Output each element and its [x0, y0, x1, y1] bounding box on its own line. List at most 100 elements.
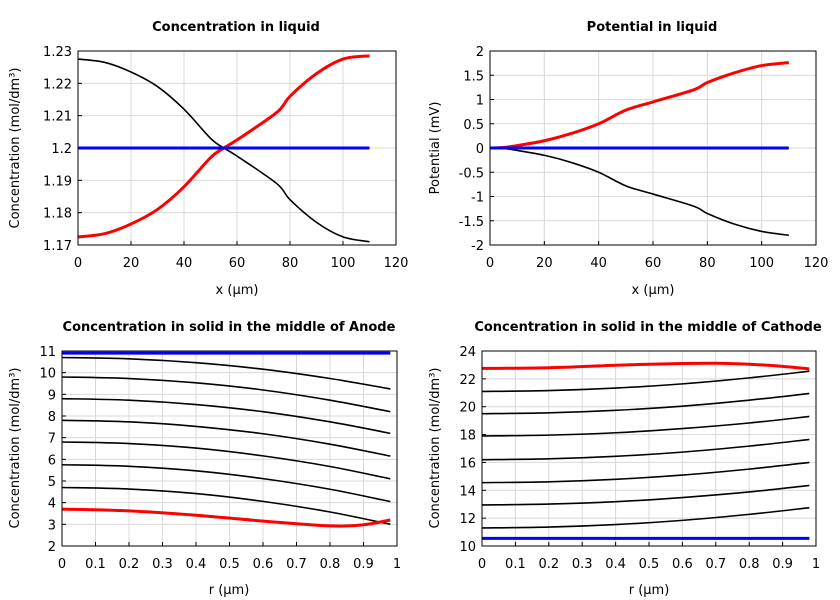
- plot-area: 0 0.1 0.2 0.3 0.4 0.5 0.6 0.7 0.8 0.9 1 2 3 4 5 6 7 8 9 10 1…: [39, 345, 401, 572]
- series-line: [77, 58, 370, 243]
- series-line: [481, 506, 810, 529]
- x-tick-label: 80: [282, 256, 299, 271]
- series-line: [481, 361, 810, 371]
- y-tick-label: 20: [459, 401, 476, 416]
- series-line: [61, 507, 391, 528]
- y-tick-label: 22: [459, 373, 476, 388]
- y-tick-label: 16: [459, 456, 476, 471]
- x-tick-label: 0.2: [119, 557, 140, 572]
- y-tick-label: 6: [48, 453, 56, 468]
- y-tick-label: 2: [476, 45, 484, 60]
- y-tick-label: -2: [471, 239, 484, 254]
- series-line: [61, 397, 391, 435]
- y-tick-label: 4: [48, 497, 56, 512]
- x-tick-label: 0: [478, 557, 486, 572]
- x-tick-label: 0.7: [705, 557, 726, 572]
- plot-frame: [481, 350, 817, 547]
- x-tick-label: 60: [229, 256, 246, 271]
- y-tick-label: 11: [39, 345, 56, 360]
- y-tick-label: 3: [48, 518, 56, 533]
- chart-cathode-solid: Concentration in solid in the middle of …: [428, 320, 822, 598]
- x-tick-label: 60: [645, 256, 662, 271]
- y-tick-label: 12: [459, 512, 476, 527]
- series-line: [61, 356, 391, 390]
- series-line: [481, 484, 810, 506]
- x-axis-label: x (µm): [216, 283, 259, 298]
- x-tick-label: 120: [804, 256, 829, 271]
- y-tick-label: 1.22: [43, 77, 72, 92]
- chart-title: Concentration in solid in the middle of …: [474, 320, 822, 335]
- chart-anode-solid: Concentration in solid in the middle of …: [8, 320, 396, 598]
- y-tick-label: 5: [48, 475, 56, 490]
- x-tick-label: 0: [74, 256, 82, 271]
- x-tick-label: 0.9: [353, 557, 374, 572]
- y-tick-label: 8: [48, 410, 56, 425]
- x-tick-label: 0.7: [286, 557, 307, 572]
- y-tick-label: -1: [471, 191, 484, 206]
- plot-frame: [489, 50, 817, 246]
- x-tick-label: 0.8: [320, 557, 341, 572]
- chart-title: Concentration in liquid: [152, 20, 320, 35]
- chart-liquid-potential: Potential in liquid x (µm) Potential (mV…: [428, 20, 717, 298]
- x-tick-label: 40: [176, 256, 193, 271]
- y-axis-label: Concentration (mol/dm³): [8, 368, 23, 529]
- plot-area: 0 20 40 60 80 100 120 -2 -1.5 -1 -0.5 0 0.5 1 1.5 2: [459, 45, 829, 271]
- x-tick-label: 120: [384, 256, 409, 271]
- x-tick-label: 0.2: [538, 557, 559, 572]
- x-tick-label: 0.4: [186, 557, 207, 572]
- x-tick-label: 0.5: [639, 557, 660, 572]
- y-tick-label: 1.5: [463, 69, 484, 84]
- y-tick-label: 10: [39, 367, 56, 382]
- y-tick-label: 1: [476, 94, 484, 109]
- series-line: [481, 392, 810, 415]
- x-axis-label: x (µm): [632, 283, 675, 298]
- y-tick-label: 9: [48, 388, 56, 403]
- y-tick-label: 1.18: [43, 207, 72, 222]
- series-line: [61, 463, 391, 503]
- series-line: [489, 61, 789, 150]
- chart-liquid-concentration: Concentration in liquid x (µm) Concentra…: [8, 20, 320, 298]
- plot-frame: [77, 50, 397, 246]
- series-line: [61, 419, 391, 457]
- x-tick-label: 80: [699, 256, 716, 271]
- series-line: [489, 147, 789, 237]
- x-tick-label: 0.4: [605, 557, 626, 572]
- y-tick-label: 0.5: [463, 118, 484, 133]
- y-tick-label: 1.23: [43, 45, 72, 60]
- y-tick-label: 1.21: [43, 110, 72, 125]
- series-line: [481, 370, 810, 393]
- x-tick-label: 100: [749, 256, 774, 271]
- y-tick-label: 1.2: [51, 142, 72, 157]
- x-tick-label: 1: [393, 557, 401, 572]
- x-axis-label: r (µm): [629, 583, 670, 598]
- series-line: [481, 438, 810, 461]
- x-tick-label: 1: [812, 557, 820, 572]
- y-tick-label: -0.5: [459, 166, 484, 181]
- x-tick-label: 40: [590, 256, 607, 271]
- y-tick-label: 0: [476, 142, 484, 157]
- x-tick-label: 0.6: [672, 557, 693, 572]
- y-tick-label: 2: [48, 540, 56, 555]
- x-tick-label: 0: [58, 557, 66, 572]
- x-tick-label: 0.5: [219, 557, 240, 572]
- x-tick-label: 20: [536, 256, 553, 271]
- y-axis-label: Concentration (mol/dm³): [428, 368, 443, 529]
- y-tick-label: -1.5: [459, 215, 484, 230]
- x-tick-label: 0: [486, 256, 494, 271]
- series-line: [61, 441, 391, 480]
- x-tick-label: 0.3: [572, 557, 593, 572]
- y-tick-label: 1.19: [43, 174, 72, 189]
- x-axis-label: r (µm): [209, 583, 250, 598]
- y-axis-label: Potential (mV): [428, 102, 443, 195]
- plot-area: 0 0.1 0.2 0.3 0.4 0.5 0.6 0.7 0.8 0.9 1 10 12 14 16 18 2…: [459, 345, 820, 572]
- y-tick-label: 7: [48, 432, 56, 447]
- y-tick-label: 1.17: [43, 239, 72, 254]
- y-tick-label: 10: [459, 540, 476, 555]
- chart-title: Potential in liquid: [587, 20, 718, 35]
- y-tick-label: 24: [459, 345, 476, 360]
- x-tick-label: 0.1: [85, 557, 106, 572]
- x-tick-label: 20: [123, 256, 140, 271]
- x-tick-label: 0.3: [152, 557, 173, 572]
- plot-area: 0 20 40 60 80 100 120 1.17 1.18 1.19 1.2 1.21 1.22 1.…: [43, 45, 408, 271]
